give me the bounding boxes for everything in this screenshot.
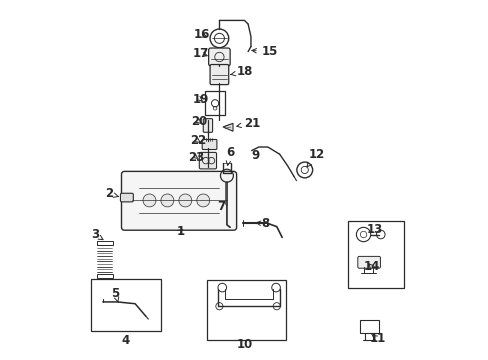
FancyBboxPatch shape [357,256,380,268]
Circle shape [179,194,191,207]
Text: 17: 17 [192,47,208,60]
FancyBboxPatch shape [199,152,216,169]
Text: 20: 20 [191,116,207,129]
FancyBboxPatch shape [203,119,212,132]
FancyBboxPatch shape [208,48,230,66]
Bar [97,274,112,278]
Text: 22: 22 [190,135,206,148]
FancyBboxPatch shape [121,171,236,230]
Bar [204,91,224,115]
Text: 8: 8 [255,217,269,230]
Text: 13: 13 [366,223,382,236]
Text: 5: 5 [111,287,119,302]
Bar [348,221,403,288]
Text: 10: 10 [237,338,253,351]
Text: 1: 1 [176,225,184,238]
Bar [91,279,161,330]
Text: 7: 7 [217,201,225,213]
Text: 9: 9 [251,149,260,162]
Circle shape [161,194,174,207]
Text: 21: 21 [236,117,260,130]
Circle shape [196,194,209,207]
Text: 15: 15 [251,45,278,58]
Text: 19: 19 [192,93,208,106]
Bar [97,241,112,244]
Text: 23: 23 [187,150,203,164]
Text: 16: 16 [193,28,209,41]
Text: 18: 18 [230,65,252,78]
Bar [206,280,285,339]
Text: 4: 4 [121,334,129,347]
Text: 11: 11 [368,332,385,345]
Text: 12: 12 [306,148,324,167]
Polygon shape [223,123,233,131]
Text: 14: 14 [363,260,379,273]
Bar [359,320,378,333]
FancyBboxPatch shape [120,193,133,202]
Text: 3: 3 [91,228,103,241]
FancyBboxPatch shape [210,64,228,85]
Text: 2: 2 [104,187,118,200]
Text: 6: 6 [225,145,234,166]
Circle shape [142,194,156,207]
FancyBboxPatch shape [202,139,217,149]
